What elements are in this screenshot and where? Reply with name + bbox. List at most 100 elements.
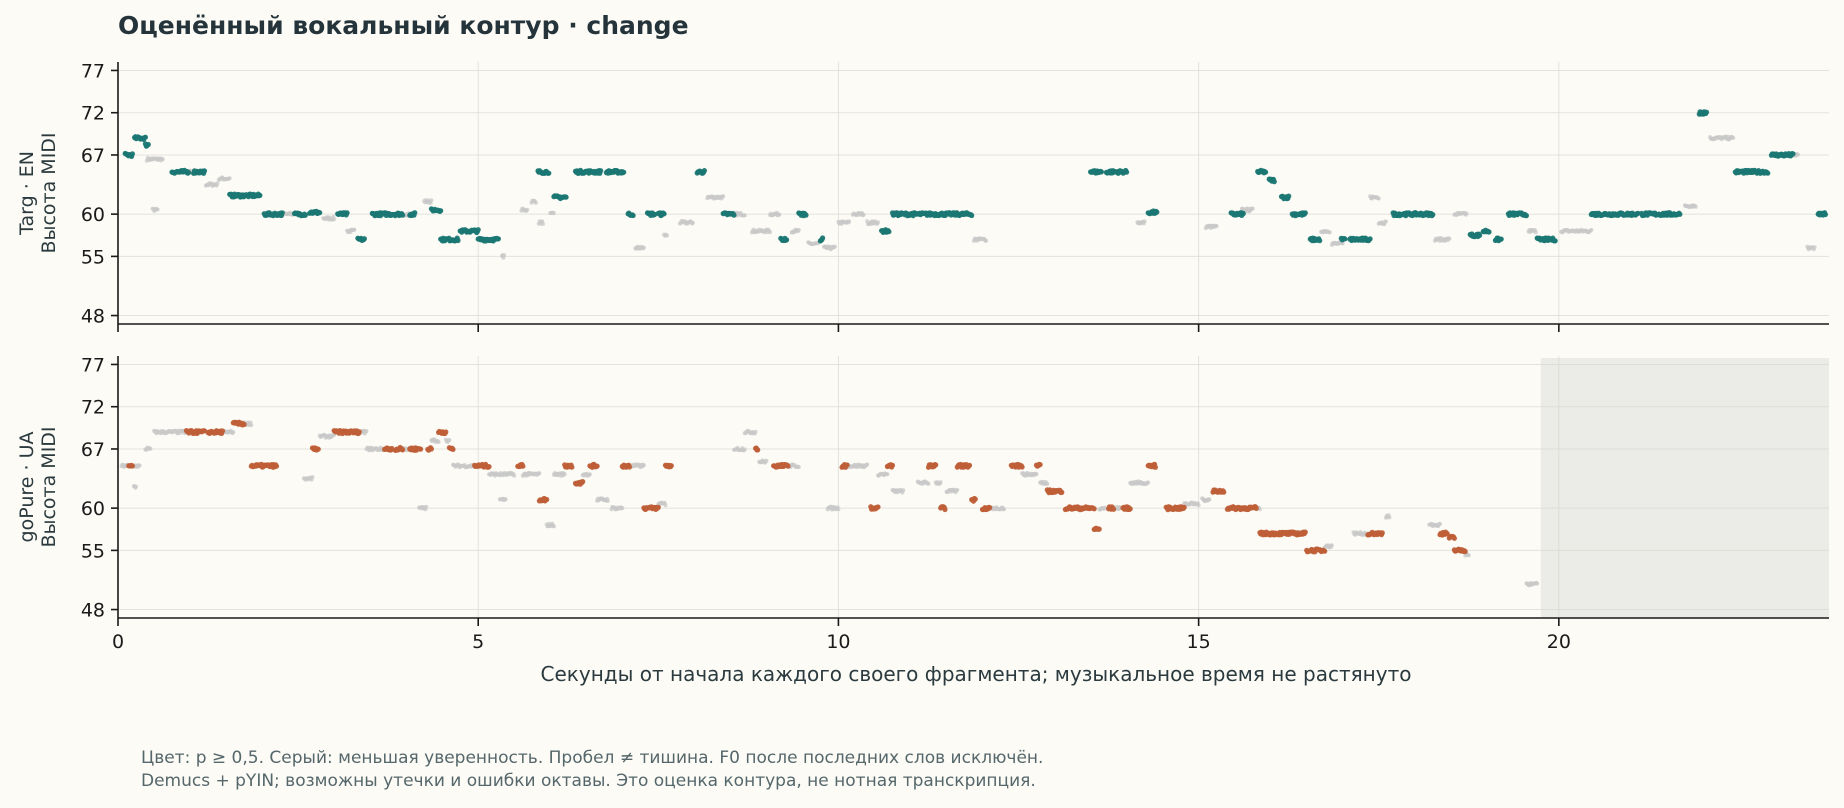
low-confidence-point: [1693, 204, 1698, 209]
low-confidence-point: [1535, 581, 1540, 586]
confident-point: [569, 464, 575, 470]
confident-point: [889, 462, 896, 468]
confident-point: [1367, 236, 1373, 242]
low-confidence-point: [721, 194, 726, 199]
low-confidence-point: [1438, 522, 1442, 526]
confident-point: [820, 235, 826, 241]
confident-point: [356, 429, 362, 435]
confident-point: [428, 446, 434, 452]
confident-point: [273, 463, 280, 469]
confident-point: [400, 212, 406, 218]
confident-point: [1477, 232, 1483, 238]
low-confidence-point: [1103, 505, 1107, 510]
y-tick-label: 72: [81, 103, 105, 125]
confident-point: [784, 237, 790, 243]
low-confidence-point: [796, 228, 801, 232]
confident-point: [969, 212, 975, 219]
low-confidence-point: [364, 429, 369, 434]
confident-point: [942, 506, 948, 513]
confident-point: [1181, 504, 1187, 510]
confident-point: [257, 192, 263, 198]
low-confidence-point: [605, 498, 610, 503]
confident-point: [655, 504, 661, 510]
low-confidence-point: [424, 504, 429, 509]
confident-point: [1790, 151, 1796, 157]
confident-point: [450, 446, 456, 452]
confident-point: [886, 229, 892, 235]
confident-point: [1091, 506, 1097, 512]
low-confidence-point: [332, 217, 337, 222]
confident-point: [1286, 193, 1292, 199]
confident-point: [361, 236, 367, 242]
low-confidence-point: [525, 207, 530, 212]
low-confidence-point: [865, 462, 870, 467]
low-confidence-point: [447, 438, 452, 443]
confident-point: [455, 237, 461, 244]
panel-1: 48 55 60 67 72 77 Targ · ENВысота MIDI: [16, 60, 1829, 332]
confident-point: [1379, 530, 1385, 536]
y-axis-label-line2: Высота MIDI: [38, 426, 60, 547]
confident-point: [668, 463, 674, 469]
confident-point: [317, 210, 323, 216]
confident-point: [544, 496, 550, 503]
low-confidence-point: [148, 446, 153, 451]
low-confidence-point: [1376, 196, 1381, 201]
low-confidence-point: [836, 507, 841, 512]
y-axis-label-line1: goPure · UA: [16, 432, 38, 543]
low-confidence-point: [901, 488, 906, 493]
low-confidence-point: [1383, 219, 1388, 224]
low-confidence-point: [768, 230, 772, 235]
low-confidence-point: [551, 524, 556, 529]
low-confidence-point: [1533, 230, 1538, 235]
confident-point: [1253, 505, 1259, 511]
confident-point: [486, 464, 492, 470]
confident-point: [1342, 236, 1348, 242]
low-confidence-point: [436, 440, 441, 444]
footnote-line-2: Demucs + pYIN; возможны утечки и ошибки …: [141, 771, 1036, 791]
confident-point: [129, 151, 135, 157]
y-axis-label-line1: Targ · EN: [16, 151, 38, 236]
low-confidence-point: [796, 465, 801, 470]
confident-point: [580, 479, 586, 485]
confident-point: [129, 463, 135, 469]
low-confidence-point: [1146, 480, 1151, 485]
low-confidence-point: [155, 207, 160, 212]
low-confidence-point: [1447, 236, 1452, 241]
excluded-region: [1540, 358, 1829, 618]
confident-point: [1152, 464, 1158, 470]
low-confidence-point: [938, 480, 943, 485]
low-confidence-point: [764, 458, 769, 463]
y-tick-label: 72: [81, 397, 105, 419]
confident-point: [1322, 548, 1328, 554]
confident-point: [400, 447, 406, 453]
low-confidence-point: [1329, 543, 1334, 548]
low-confidence-point: [137, 463, 142, 468]
confident-point: [520, 463, 526, 469]
low-confidence-point: [847, 219, 852, 224]
low-confidence-point: [227, 176, 232, 181]
confident-point: [1552, 238, 1558, 244]
footnote-line-1: Цвет: p ≥ 0,5. Серый: меньшая уверенност…: [141, 748, 1043, 768]
low-confidence-point: [641, 245, 646, 250]
y-tick-label: 48: [81, 600, 105, 622]
confident-point: [1154, 209, 1160, 215]
low-confidence-point: [1196, 503, 1201, 508]
low-confidence-point: [231, 430, 236, 435]
confident-point: [546, 170, 552, 176]
low-confidence-point: [587, 472, 592, 477]
x-axis-label: Секунды от начала каждого своего фрагмен…: [541, 662, 1412, 686]
x-tick-label: 5: [472, 631, 484, 653]
confident-point: [844, 462, 850, 468]
low-confidence-point: [663, 503, 668, 508]
confident-point: [201, 168, 208, 174]
confident-point: [785, 463, 791, 469]
low-confidence-point: [1250, 206, 1255, 211]
confident-point: [1098, 169, 1104, 175]
low-confidence-point: [861, 212, 866, 217]
low-confidence-point: [1257, 507, 1262, 512]
confident-point: [594, 463, 600, 469]
confident-point: [142, 134, 148, 140]
confident-point: [1523, 213, 1529, 219]
confident-point: [443, 429, 449, 435]
confident-point: [875, 504, 881, 510]
